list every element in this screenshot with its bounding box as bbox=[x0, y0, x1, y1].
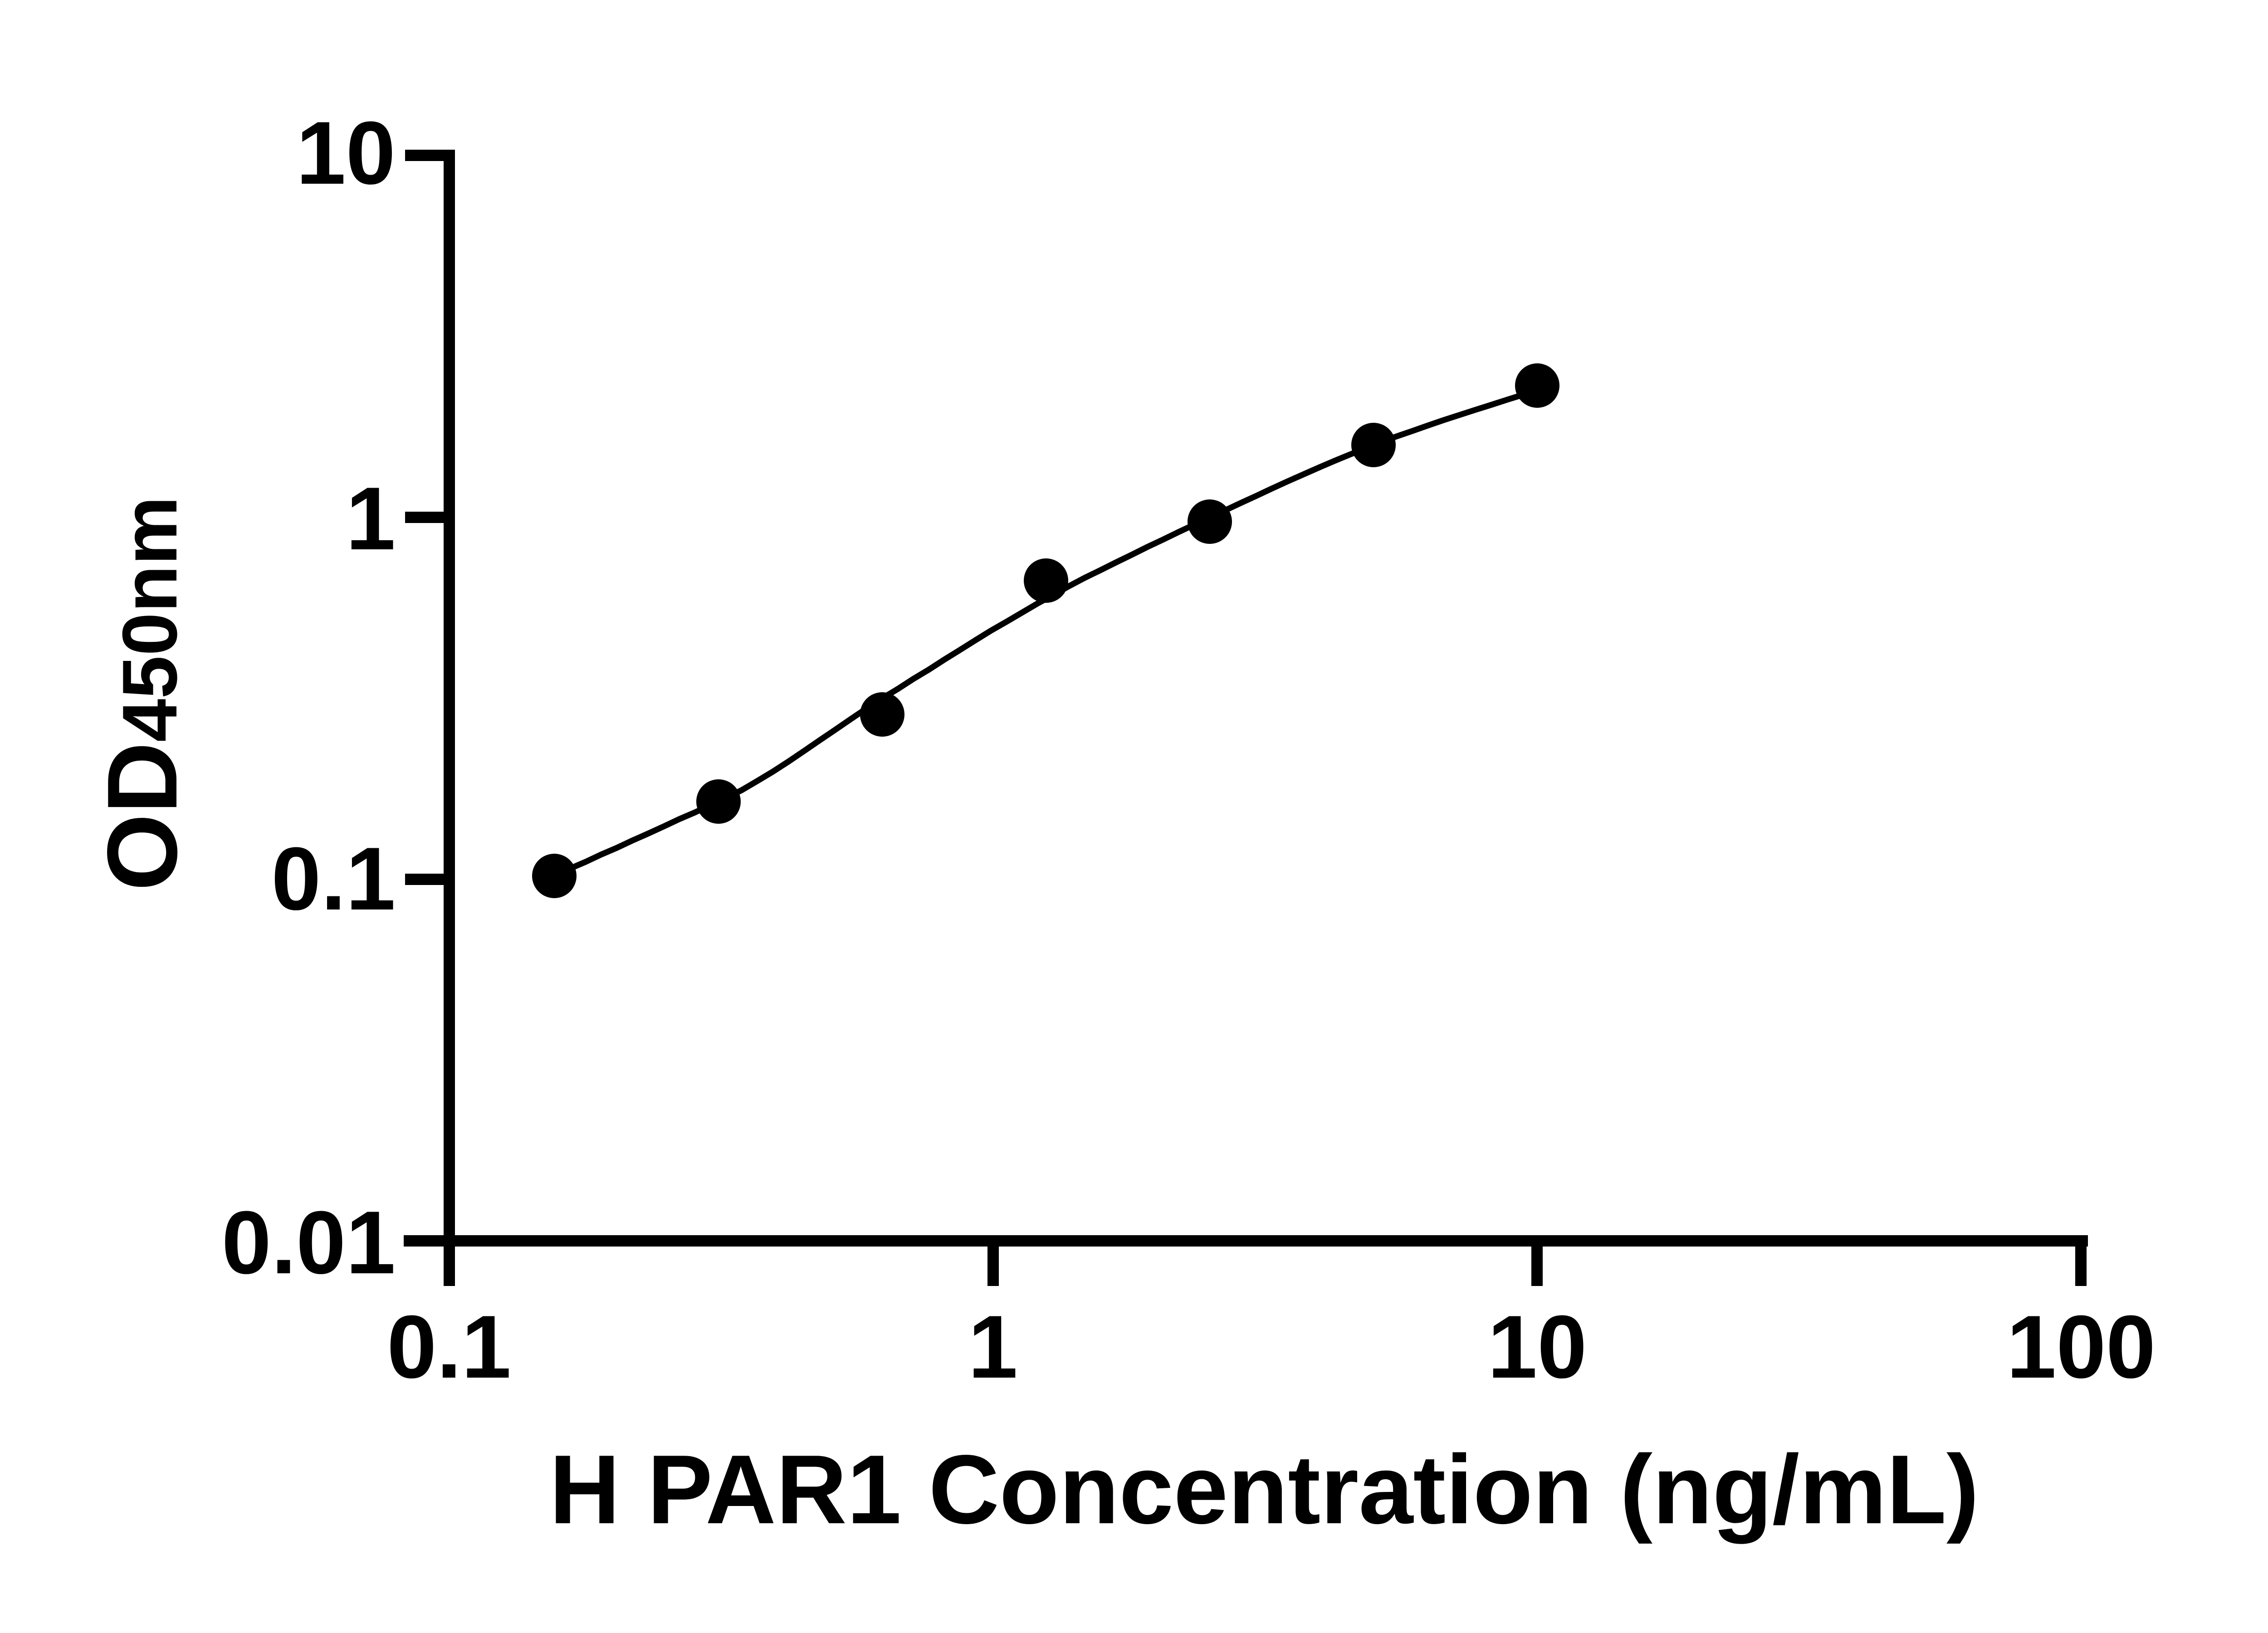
svg-text:H PAR1 Concentration (ng/mL): H PAR1 Concentration (ng/mL) bbox=[549, 1434, 1979, 1544]
svg-text:1: 1 bbox=[968, 1297, 1018, 1397]
svg-text:0.01: 0.01 bbox=[222, 1193, 396, 1292]
svg-text:100: 100 bbox=[2007, 1297, 2156, 1397]
svg-text:0.1: 0.1 bbox=[387, 1297, 511, 1397]
svg-text:10: 10 bbox=[296, 103, 396, 203]
svg-text:OD450nm: OD450nm bbox=[87, 496, 198, 891]
svg-text:10: 10 bbox=[1487, 1297, 1587, 1397]
svg-text:1: 1 bbox=[346, 469, 396, 568]
svg-text:0.1: 0.1 bbox=[271, 829, 396, 929]
